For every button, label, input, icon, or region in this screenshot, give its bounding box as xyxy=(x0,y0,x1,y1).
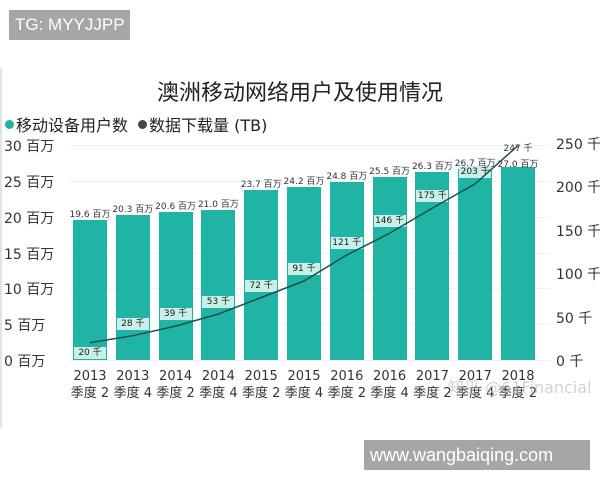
bar-users xyxy=(329,182,364,360)
top-tag-overlay: TG: MYYJJPP xyxy=(9,10,130,40)
x-label-year: 2014 xyxy=(201,369,235,384)
x-label-quarter: 季度 4 xyxy=(284,386,324,401)
line-value-label: 203 千 xyxy=(459,165,492,178)
line-value-label: 247 千 xyxy=(503,143,533,154)
x-axis-label: 2016 季度 4 xyxy=(368,368,412,402)
x-axis-label: 2014 季度 4 xyxy=(196,368,240,402)
line-value-label: 91 千 xyxy=(288,263,320,275)
line-value-label: 146 千 xyxy=(373,215,406,228)
x-axis-label: 2016 季度 2 xyxy=(325,368,369,402)
legend-dot-download-icon xyxy=(138,119,148,129)
bar-value-label: 19.6 百万 xyxy=(69,209,111,220)
x-axis-label: 2017 季度 2 xyxy=(410,368,454,402)
x-axis-label: 2014 季度 2 xyxy=(154,368,198,402)
x-label-year: 2014 xyxy=(159,369,193,384)
x-label-quarter: 季度 2 xyxy=(156,386,195,401)
bar-value-label: 21.0 百万 xyxy=(197,199,239,210)
bar-value-label: 27.0 百万 xyxy=(497,159,539,170)
right-axis-tick: 200 千 xyxy=(556,180,600,197)
left-axis-tick: 10 百万 xyxy=(4,282,55,299)
x-label-year: 2015 xyxy=(244,369,278,384)
bar-value-label: 24.8 百万 xyxy=(326,172,368,183)
left-axis-tick: 20 百万 xyxy=(4,210,55,227)
legend-dot-users-icon xyxy=(5,119,14,129)
legend-label-download: 数据下载量 (TB) xyxy=(149,116,268,135)
x-axis-label: 2015 季度 4 xyxy=(282,368,326,402)
bar-users xyxy=(201,209,236,360)
line-value-label: 28 千 xyxy=(116,317,149,330)
x-label-year: 2013 xyxy=(116,369,150,384)
gridline xyxy=(70,145,550,146)
x-label-quarter: 季度 2 xyxy=(241,386,281,401)
line-value-label: 121 千 xyxy=(330,236,363,249)
x-label-year: 2017 xyxy=(458,369,492,384)
line-value-label: 53 千 xyxy=(202,295,235,308)
x-label-quarter: 季度 4 xyxy=(199,386,238,401)
bar-value-label: 26.7 百万 xyxy=(454,158,496,169)
x-label-quarter: 季度 2 xyxy=(327,386,366,401)
bar-users xyxy=(244,190,279,360)
right-axis-tick: 250 千 xyxy=(556,137,600,153)
right-axis-tick: 0 千 xyxy=(556,354,584,370)
x-label-quarter: 季度 4 xyxy=(455,386,495,401)
x-label-year: 2016 xyxy=(373,369,407,384)
line-value-label: 72 千 xyxy=(245,279,278,292)
x-axis-label: 2015 季度 2 xyxy=(239,368,283,402)
watermark: 知乎 @61Financial xyxy=(448,378,592,397)
download-line-path xyxy=(89,145,519,344)
left-axis-tick: 0 百万 xyxy=(4,354,46,370)
x-label-year: 2018 xyxy=(501,369,535,384)
x-label-quarter: 季度 4 xyxy=(370,386,409,401)
right-axis-tick: 100 千 xyxy=(556,267,600,284)
x-label-quarter: 季度 2 xyxy=(413,386,452,401)
bar-users xyxy=(73,219,107,360)
line-value-label: 39 千 xyxy=(159,308,192,321)
bar-value-label: 20.6 百万 xyxy=(155,202,197,213)
bar-users xyxy=(458,168,493,360)
line-value-label: 20 千 xyxy=(74,346,106,359)
left-axis-tick: 30 百万 xyxy=(4,139,55,155)
bar-users xyxy=(372,177,407,360)
left-axis-tick: 5 百万 xyxy=(4,318,46,335)
bottom-tag-overlay: www.wangbaiqing.com xyxy=(364,440,590,470)
bar-value-label: 24.2 百万 xyxy=(283,176,325,187)
x-label-quarter: 季度 2 xyxy=(498,386,538,401)
gridline xyxy=(70,180,550,182)
legend-item-download: 数据下载量 (TB) xyxy=(138,112,267,136)
bar-users xyxy=(501,166,535,360)
x-axis-label: 2017 季度 4 xyxy=(453,368,497,402)
chart-legend: 移动设备用户数 数据下载量 (TB) xyxy=(5,112,273,136)
bar-users xyxy=(415,171,450,360)
bar-value-label: 26.3 百万 xyxy=(411,161,453,172)
chart-title: 澳洲移动网络用户及使用情况 xyxy=(156,81,443,106)
bar-value-label: 20.3 百万 xyxy=(112,204,154,215)
x-axis-label: 2018 季度 2 xyxy=(496,368,540,402)
x-label-year: 2013 xyxy=(73,369,107,384)
x-axis-label: 2013 季度 4 xyxy=(111,368,155,402)
line-value-label: 175 千 xyxy=(416,190,449,203)
left-axis-tick: 15 百万 xyxy=(4,246,55,263)
legend-item-users: 移动设备用户数 xyxy=(5,112,128,136)
gridline xyxy=(70,360,550,361)
bar-value-label: 25.5 百万 xyxy=(369,167,411,178)
bar-users xyxy=(158,212,193,360)
x-label-year: 2015 xyxy=(287,369,321,384)
legend-label-users: 移动设备用户数 xyxy=(16,116,129,135)
x-label-quarter: 季度 2 xyxy=(70,386,110,401)
x-label-quarter: 季度 4 xyxy=(113,386,152,401)
left-axis-tick: 25 百万 xyxy=(4,174,55,191)
bar-value-label: 23.7 百万 xyxy=(240,180,282,191)
x-label-year: 2016 xyxy=(330,369,364,384)
right-axis-tick: 150 千 xyxy=(556,223,600,240)
x-label-year: 2017 xyxy=(415,369,449,384)
right-axis-tick: 50 千 xyxy=(556,310,593,327)
x-axis-label: 2013 季度 2 xyxy=(68,368,112,402)
